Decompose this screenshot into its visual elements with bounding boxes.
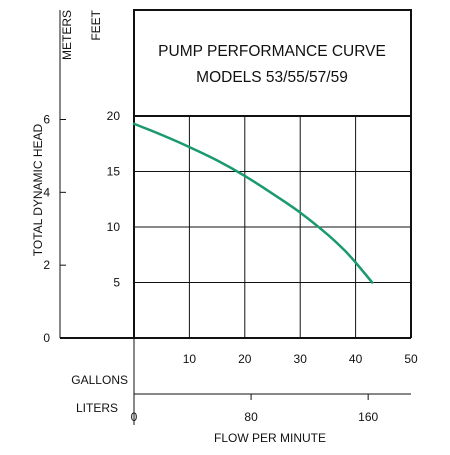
x-unit-primary-label: GALLONS <box>71 373 128 387</box>
title-box <box>133 9 412 117</box>
x-secondary-tick-label: 160 <box>358 410 378 424</box>
chart-subtitle: MODELS 53/55/57/59 <box>196 69 348 86</box>
plot-area: 5 10 15 20 0 2 4 6 10 20 30 40 50 0 80 160 <box>43 10 418 425</box>
y-tick-label: 20 <box>107 109 121 123</box>
y-axis-title: TOTAL DYNAMIC HEAD <box>31 123 45 256</box>
x-secondary-tick-label: 0 <box>131 410 138 424</box>
y-tick-label: 5 <box>113 276 120 290</box>
x-secondary-tick-label: 80 <box>244 410 258 424</box>
y-secondary-tick-label: 2 <box>43 258 50 272</box>
series-line <box>132 122 374 284</box>
y-unit-secondary-label: METERS <box>60 10 74 60</box>
y-secondary-tick-label: 0 <box>43 331 50 345</box>
x-tick-label: 50 <box>404 352 418 366</box>
y-secondary-tick-label: 4 <box>43 185 50 199</box>
chart-title: PUMP PERFORMANCE CURVE <box>158 43 386 60</box>
x-tick-label: 20 <box>238 352 252 366</box>
x-axis-title: FLOW PER MINUTE <box>214 431 326 445</box>
y-tick-label: 10 <box>107 220 121 234</box>
y-unit-primary-label: FEET <box>89 9 103 40</box>
x-unit-secondary-label: LITERS <box>76 401 118 415</box>
y-tick-label: 15 <box>107 165 121 179</box>
x-tick-label: 40 <box>349 352 363 366</box>
x-tick-label: 30 <box>294 352 308 366</box>
y-secondary-tick-label: 6 <box>43 112 50 126</box>
x-tick-label: 10 <box>183 352 197 366</box>
